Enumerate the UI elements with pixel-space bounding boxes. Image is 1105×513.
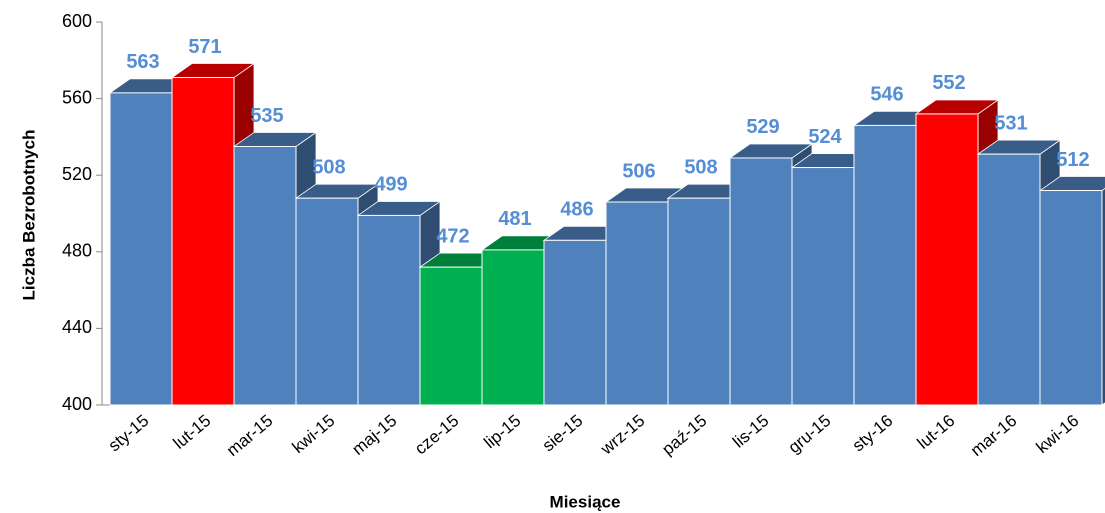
bar (171, 77, 235, 406)
value-label: 563 (126, 51, 159, 73)
x-tick-label: cze-15 (411, 411, 462, 458)
bar (853, 124, 917, 406)
value-label: 486 (560, 199, 593, 221)
y-tick-label: 520 (62, 164, 92, 184)
value-label: 481 (498, 208, 531, 230)
x-tick-label: maj-15 (348, 411, 400, 459)
bar (543, 239, 607, 406)
bar (605, 201, 669, 406)
bar (1039, 190, 1103, 406)
y-tick-label: 400 (62, 394, 92, 414)
x-tick-label: sty-15 (105, 411, 153, 455)
x-tick-label: mar-15 (223, 411, 276, 460)
x-tick-label: kwi-16 (1033, 411, 1083, 457)
bar (481, 249, 545, 406)
y-axis-label: Liczba Bezrobotnych (19, 130, 38, 301)
x-tick-label: lip-15 (480, 411, 524, 452)
y-tick-label: 480 (62, 241, 92, 261)
bar (109, 92, 173, 406)
x-tick-label: wrz-15 (596, 411, 648, 459)
bar (977, 153, 1041, 406)
bar (233, 145, 297, 406)
x-tick-label: lut-15 (170, 411, 215, 453)
bar (357, 214, 421, 406)
bar (667, 197, 731, 406)
bar (791, 167, 855, 406)
value-label: 531 (994, 112, 1027, 134)
value-label: 529 (746, 116, 779, 138)
value-label: 552 (932, 72, 965, 94)
value-label: 546 (870, 84, 903, 106)
value-label: 472 (436, 225, 469, 247)
value-label: 535 (250, 105, 283, 127)
y-tick-label: 600 (62, 11, 92, 31)
x-tick-label: mar-16 (967, 411, 1020, 460)
x-axis-label: Miesiące (550, 492, 621, 511)
value-label: 512 (1056, 149, 1089, 171)
bar (915, 113, 979, 406)
x-tick-label: gru-15 (785, 411, 835, 457)
bar (419, 266, 483, 406)
x-tick-label: lis-15 (729, 411, 772, 452)
bar (295, 197, 359, 406)
y-tick-label: 560 (62, 87, 92, 107)
value-label: 508 (684, 156, 717, 178)
bar (729, 157, 793, 406)
value-label: 506 (622, 160, 655, 182)
x-tick-label: kwi-15 (289, 411, 339, 457)
x-tick-label: sie-15 (539, 411, 587, 455)
value-label: 508 (312, 156, 345, 178)
value-label: 571 (188, 36, 221, 58)
x-tick-label: paź-15 (658, 411, 710, 459)
value-label: 524 (808, 126, 842, 148)
x-tick-label: lut-16 (914, 411, 959, 453)
value-label: 499 (374, 174, 407, 196)
x-tick-label: sty-16 (849, 411, 897, 455)
y-tick-label: 440 (62, 317, 92, 337)
